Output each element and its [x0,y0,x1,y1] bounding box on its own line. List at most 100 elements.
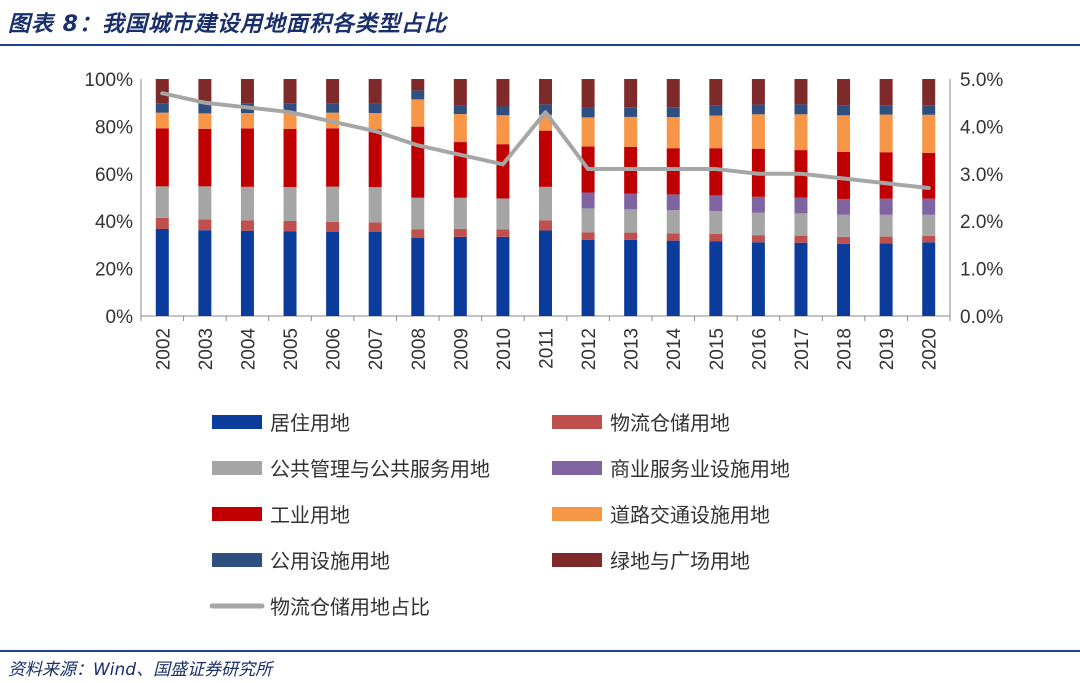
bar-segment [453,197,467,229]
bar-segment [411,197,425,230]
bar-segment [879,152,893,199]
legend-label: 公共管理与公共服务用地 [270,457,490,481]
bar-segment [539,230,552,316]
bar-segment [837,105,851,116]
bar-segment [666,148,680,195]
bar-segment [411,99,425,127]
bar-segment [837,214,851,237]
bar-segment [751,196,765,213]
legend-swatch [212,415,262,429]
source-note: 资料来源：Wind、国盛证券研究所 [8,660,273,680]
bar-segment [751,212,765,236]
bar-segment [709,211,723,234]
bar-segment [453,114,467,143]
bar-segment [837,79,851,106]
bar-segment [198,79,212,104]
x-tick-label: 2009 [451,328,472,370]
bar-segment [496,144,510,199]
bar-series [155,79,936,316]
chart-title: 图表 8：我国城市建设用地面积各类型占比 [8,12,447,37]
x-tick-label: 2016 [749,328,770,370]
y-left-tick-label: 40% [95,212,133,233]
bar-segment [283,103,297,114]
x-tick-label: 2005 [281,328,302,370]
bar-segment [539,79,552,105]
bar-segment [496,79,510,107]
legend-swatch [552,553,602,567]
bar-segment [240,186,254,221]
bar-segment [496,106,510,116]
bar-segment [837,198,851,215]
bar-segment [879,105,893,115]
bar-segment [326,128,340,187]
bar-segment [922,114,936,153]
y-right-tick-label: 4.0% [960,117,1003,138]
bar-segment [624,193,638,210]
y-left-tick-label: 100% [84,70,133,91]
bar-segment [751,242,765,316]
bar-segment [411,79,425,91]
bar-segment [879,114,893,153]
y-right-tick-label: 5.0% [960,70,1003,91]
bar-segment [155,128,169,187]
x-tick-label: 2008 [409,328,430,370]
x-tick-label: 2002 [153,328,174,370]
x-tick-label: 2018 [835,328,856,370]
bar-segment [837,236,851,244]
x-tick-label: 2006 [324,328,345,370]
bar-segment [283,220,297,232]
bar-segment [837,115,851,152]
bar-segment [496,229,510,237]
bar-segment [709,195,723,212]
bar-segment [368,231,382,316]
bar-segment [794,213,808,236]
bar-segment [709,79,723,106]
bar-segment [368,129,382,188]
bar-segment [581,232,595,240]
bar-segment [539,104,552,115]
bar-segment [624,209,638,233]
bar-segment [198,186,212,220]
bar-segment [581,107,595,118]
bar-segment [879,214,893,237]
y-left-tick-label: 0% [106,307,134,328]
bar-segment [198,128,212,187]
stacked-bar-line-chart: 0% 20% 40% 60% 80% 100% 0.0% 1.0% 2.0% 3.0% 4.0% 5.… [84,70,1003,619]
legend-label: 道路交通设施用地 [610,503,770,527]
bar-segment [709,241,723,316]
bar-segment [922,79,936,106]
bar-segment [326,221,340,232]
bar-segment [453,105,467,115]
bar-segment [283,79,297,104]
bar-segment [539,220,552,231]
legend-label: 物流仓储用地 [610,411,730,435]
bar-segment [794,79,808,105]
x-tick-label: 2019 [877,328,898,370]
legend-label: 公用设施用地 [270,549,390,573]
bar-segment [581,79,595,108]
x-tick-label: 2020 [920,328,941,370]
bar-segment [326,186,340,222]
bar-segment [539,186,552,221]
bar-segment [155,79,169,104]
bar-segment [879,198,893,215]
bar-segment [794,104,808,115]
x-tick-label: 2015 [707,328,728,370]
bar-segment [155,112,169,129]
legend-swatch [552,415,602,429]
bar-segment [198,219,212,231]
legend-label: 绿地与广场用地 [610,549,750,573]
bar-segment [709,105,723,116]
legend-label: 居住用地 [270,411,350,435]
tick-labels: 0% 20% 40% 60% 80% 100% 0.0% 1.0% 2.0% 3.0% 4.0% 5.… [84,70,1003,370]
bar-segment [155,217,169,230]
footer-divider [0,650,1080,652]
y-right-tick-label: 2.0% [960,212,1003,233]
bar-segment [709,148,723,196]
y-left-tick-label: 80% [95,117,133,138]
bar-segment [453,142,467,198]
line-series [160,91,931,191]
line-storage-share [160,91,931,191]
bar-segment [411,238,425,316]
bar-segment [922,214,936,236]
